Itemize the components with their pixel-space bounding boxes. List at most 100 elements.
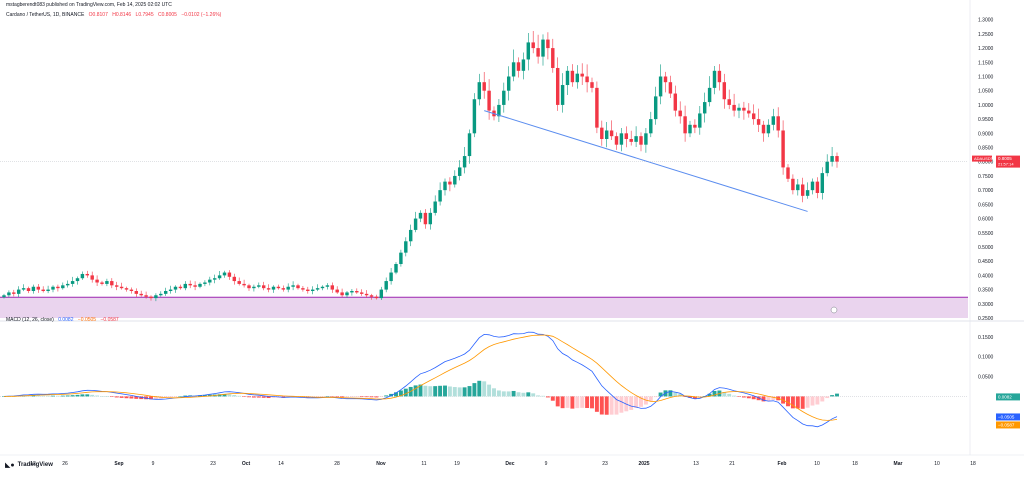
macd-histogram-bar [114, 396, 119, 398]
macd-histogram-bar [560, 396, 565, 409]
ohlc-open: O0.8107 [88, 12, 108, 18]
macd-histogram-bar [433, 386, 438, 397]
candle [663, 76, 668, 83]
macd-histogram-bar [805, 396, 810, 408]
macd-histogram-bar [423, 385, 428, 397]
candle [340, 292, 344, 296]
candle [428, 212, 433, 225]
macd-histogram-bar [119, 396, 124, 398]
candle [756, 119, 761, 125]
candle [237, 281, 241, 284]
candle [247, 285, 251, 289]
candle [325, 285, 330, 287]
macd-histogram-bar [658, 392, 663, 397]
candle [781, 130, 785, 168]
publish-info: mstagberendt083 published on TradingView… [6, 2, 172, 8]
candle [404, 241, 408, 253]
candle [600, 127, 604, 140]
macd-histogram-bar [335, 396, 340, 397]
candle [698, 113, 702, 128]
candle [46, 289, 50, 292]
candle [580, 73, 584, 77]
macd-histogram-bar [737, 396, 741, 397]
price-axis-tick: 0.6500 [978, 202, 994, 208]
macd-histogram-bar [477, 380, 482, 397]
candle [306, 289, 310, 292]
macd-histogram-bar [501, 391, 506, 397]
macd-histogram-bar [634, 396, 639, 408]
macd-value-badge [996, 413, 1020, 421]
tradingview-logo[interactable]: ◣● TradingView [5, 461, 53, 469]
candle [12, 292, 16, 294]
candle [418, 212, 423, 219]
candle [208, 279, 212, 283]
candle [531, 42, 535, 49]
candle [198, 283, 202, 287]
candle [21, 288, 26, 290]
macd-histogram-bar [413, 385, 418, 397]
candle [649, 119, 653, 134]
macd-histogram-bar [585, 396, 590, 408]
macd-histogram-bar [369, 396, 374, 398]
candle [266, 288, 271, 290]
candle [722, 82, 727, 100]
macd-value-badge-text: −0.0505 [998, 414, 1015, 419]
macd-histogram-bar [95, 395, 100, 397]
macd-histogram-bar [438, 385, 443, 397]
countdown-text: 21:57:14 [998, 162, 1014, 167]
candle [85, 273, 90, 276]
candle [301, 288, 305, 290]
macd-histogram-bar [472, 383, 477, 397]
candle [702, 102, 707, 114]
macd-histogram-bar [619, 396, 624, 413]
time-axis-tick: 11 [421, 461, 426, 467]
macd-histogram-bar [462, 387, 467, 397]
price-axis-tick: 1.0500 [978, 89, 994, 95]
macd-histogram-bar [487, 384, 492, 397]
macd-axis-tick: 0.0500 [978, 375, 994, 381]
macd-histogram-bar [85, 394, 90, 397]
time-axis-tick: Dec [505, 461, 514, 467]
support-zone [0, 297, 968, 318]
candle [502, 90, 506, 105]
candle [119, 286, 124, 289]
macd-histogram-bar [511, 390, 516, 397]
candle [110, 281, 114, 286]
candle [51, 286, 55, 290]
price-axis-tick: 1.1000 [978, 75, 994, 81]
candle [653, 96, 658, 120]
macd-histogram-bar [247, 396, 251, 398]
candle [374, 296, 379, 299]
candle [163, 291, 168, 294]
candle [506, 76, 511, 91]
candle [693, 124, 697, 128]
last-price-badge [996, 155, 1020, 168]
candle [462, 156, 467, 168]
price-axis-tick: 1.2000 [978, 46, 994, 52]
ohlc-change: −0.0102 (−1.26%) [181, 12, 222, 18]
macd-histogram-bar [609, 396, 614, 415]
candle [477, 82, 482, 100]
macd-histogram-bar [516, 392, 521, 397]
price-axis-tick: 0.8500 [978, 146, 994, 152]
candle [261, 285, 266, 289]
time-axis-tick: Feb [778, 461, 787, 467]
time-axis-tick: 23 [210, 461, 216, 467]
macd-histogram-bar [678, 393, 683, 397]
macd-histogram-bar [222, 393, 227, 397]
candle [203, 282, 207, 284]
macd-histogram-bar [727, 393, 732, 397]
macd-histogram-bar [403, 388, 408, 397]
candle [31, 286, 36, 292]
candle [712, 70, 717, 88]
macd-histogram-bar [271, 396, 276, 398]
macd-histogram-bar [354, 396, 359, 397]
price-axis-tick: 0.6000 [978, 217, 994, 223]
candle [438, 190, 442, 202]
macd-hist-value: −0.0587 [100, 317, 119, 323]
macd-name: MACD (12, 26, close) [6, 317, 54, 323]
macd-histogram-bar [315, 396, 320, 398]
price-axis-tick: 0.4000 [978, 273, 994, 279]
macd-histogram-bar [51, 395, 55, 397]
